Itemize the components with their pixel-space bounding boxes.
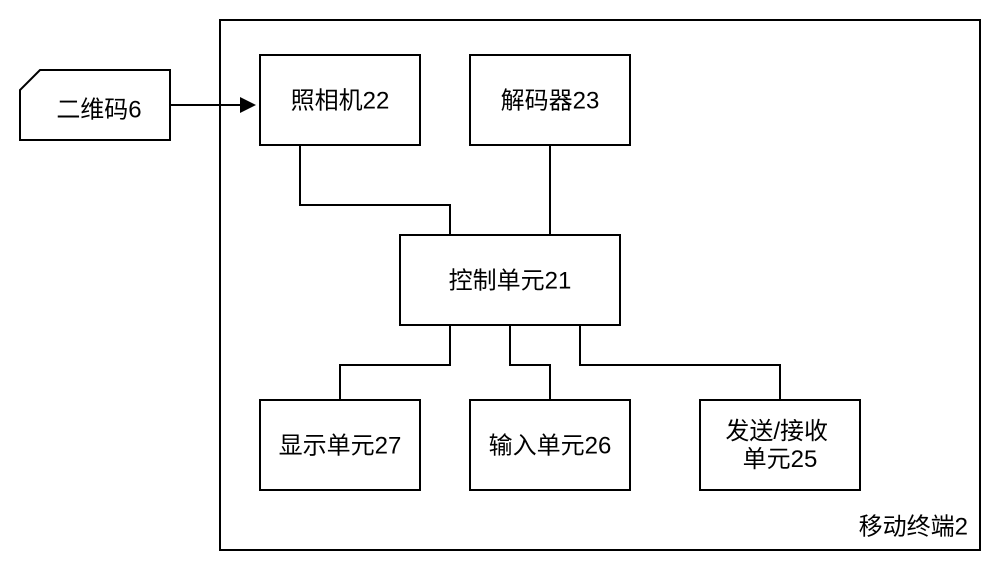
qr-code-label: 二维码6 [56,96,141,123]
input-unit-box: 输入单元26 [470,400,630,490]
block-diagram: 移动终端2 二维码6 照相机22 解码器23 控制单元21 显示单元27 输入单… [0,0,1000,569]
control-unit-label: 控制单元21 [449,267,572,294]
decoder-label: 解码器23 [501,87,600,114]
camera-box: 照相机22 [260,55,420,145]
input-unit-label: 输入单元26 [489,432,612,459]
control-unit-box: 控制单元21 [400,235,620,325]
display-unit-label: 显示单元27 [279,432,402,459]
container-label: 移动终端2 [859,513,968,540]
tx-rx-unit-box: 发送/接收 单元25 [700,400,860,490]
decoder-box: 解码器23 [470,55,630,145]
display-unit-box: 显示单元27 [260,400,420,490]
camera-label: 照相机22 [291,87,390,114]
